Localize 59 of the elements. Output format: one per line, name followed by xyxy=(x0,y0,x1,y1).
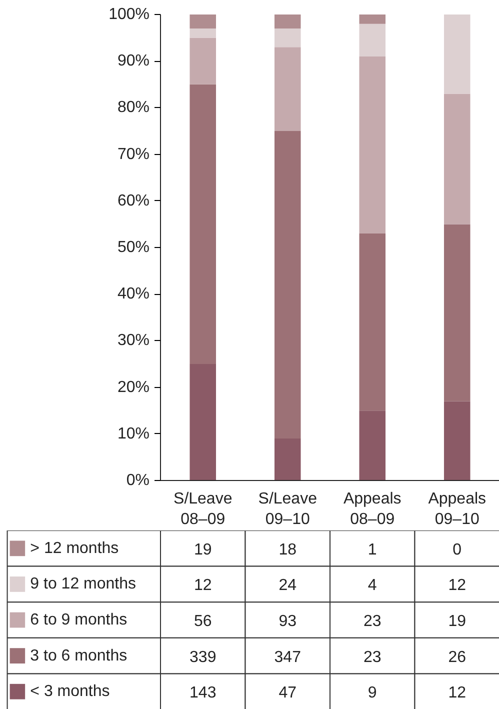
bar xyxy=(274,131,301,439)
text: 1 xyxy=(368,541,377,558)
bar xyxy=(359,56,386,234)
bar xyxy=(359,234,386,411)
y-tick-label: 40% xyxy=(117,286,150,303)
y-tick-label: 0% xyxy=(126,472,150,489)
bar xyxy=(359,410,386,480)
text: 0 xyxy=(452,541,462,558)
y-tick-label: 100% xyxy=(108,6,150,23)
y-tick-label: 30% xyxy=(117,332,150,350)
text: 12 xyxy=(448,577,466,594)
text: 12 xyxy=(448,684,466,702)
y-tick-label: 80% xyxy=(117,99,150,116)
legend-label: 3 to 6 months xyxy=(30,647,128,664)
bar xyxy=(274,28,301,48)
text: 4 xyxy=(368,577,377,594)
x-tick-label: S/Leave 08–09 xyxy=(174,490,232,528)
bar xyxy=(359,24,386,56)
text: 339 xyxy=(190,648,216,666)
bar xyxy=(444,14,470,94)
bar xyxy=(274,47,301,131)
y-tick-label: 50% xyxy=(117,239,150,256)
text: 24 xyxy=(278,577,297,594)
text: 19 xyxy=(448,613,466,630)
text: 9 xyxy=(368,684,377,702)
y-tick-label: 60% xyxy=(117,192,150,210)
bar xyxy=(444,224,470,402)
y-tick-label: 20% xyxy=(117,378,150,396)
text: 18 xyxy=(278,541,297,558)
bar xyxy=(190,28,216,38)
x-tick-label: Appeals 09–10 xyxy=(428,490,486,528)
y-tick-label: 10% xyxy=(117,425,150,442)
text: 23 xyxy=(363,648,382,666)
legend-label: 6 to 9 months xyxy=(30,612,128,628)
text: 56 xyxy=(194,613,212,630)
text: 23 xyxy=(363,613,382,630)
x-tick-label: Appeals 08–09 xyxy=(343,490,402,528)
bar xyxy=(274,14,301,28)
bar xyxy=(190,38,216,84)
bar xyxy=(190,14,216,28)
x-tick-label: S/Leave 09–10 xyxy=(258,490,318,528)
text: 93 xyxy=(278,613,297,630)
y-tick-label: 90% xyxy=(117,52,150,70)
text: 19 xyxy=(194,541,212,558)
bar xyxy=(190,84,216,364)
bar xyxy=(190,364,216,480)
legend-label: > 12 months xyxy=(30,540,119,557)
text: 47 xyxy=(278,684,297,702)
bar xyxy=(359,14,386,24)
legend-label: 9 to 12 months xyxy=(30,576,136,593)
text: 12 xyxy=(194,577,212,594)
bar xyxy=(444,94,470,224)
legend-label: < 3 months xyxy=(30,683,110,700)
text: 347 xyxy=(274,648,302,666)
bar xyxy=(274,438,301,480)
y-tick-label: 70% xyxy=(117,146,150,163)
text: 26 xyxy=(448,648,466,666)
bar xyxy=(444,401,470,480)
text: 143 xyxy=(190,684,216,702)
